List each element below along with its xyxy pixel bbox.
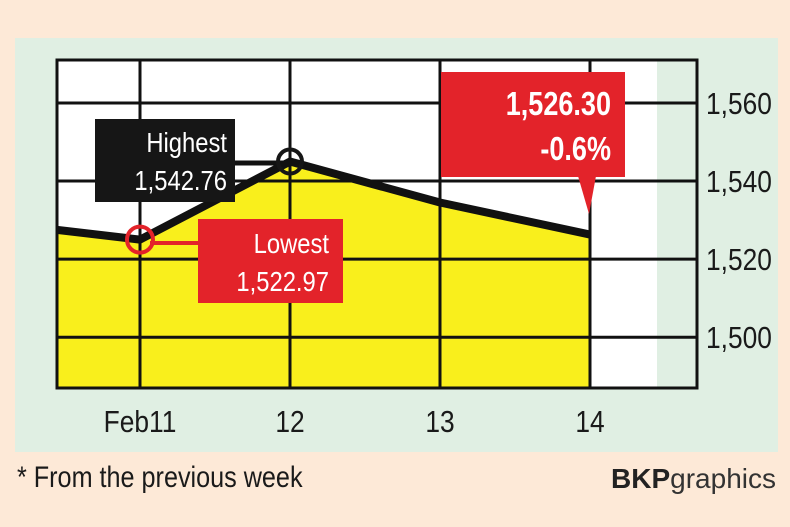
lowest-marker: [125, 224, 155, 255]
credit-bold: BKP: [611, 463, 670, 494]
latest-annotation: 1,526.30 -0.6%: [441, 72, 625, 214]
y-tick-label: 1,500: [706, 321, 772, 355]
credit-rest: graphics: [670, 463, 776, 494]
x-tick-label: 13: [425, 405, 454, 439]
x-tick-label: 12: [275, 405, 304, 439]
lowest-annotation: Lowest 1,522.97: [150, 219, 343, 303]
lowest-label: Lowest: [254, 227, 330, 259]
plot-border: [55, 58, 699, 390]
y-tick-label: 1,540: [706, 165, 772, 199]
x-tick-label: 14: [575, 405, 604, 439]
credit-logo: BKPgraphics: [611, 463, 776, 494]
latest-value: 1,526.30: [506, 87, 611, 123]
highest-value: 1,542.76: [134, 164, 227, 196]
latest-change: -0.6%: [540, 132, 611, 168]
y-tick-label: 1,560: [706, 87, 772, 121]
highest-label: Highest: [146, 126, 227, 158]
highest-marker: [276, 147, 304, 176]
lowest-value: 1,522.97: [236, 265, 329, 297]
footer-note: * From the previous week: [17, 460, 303, 494]
y-tick-label: 1,520: [706, 243, 772, 277]
highest-annotation: Highest 1,542.76: [95, 119, 290, 202]
x-tick-label: Feb11: [104, 405, 177, 439]
